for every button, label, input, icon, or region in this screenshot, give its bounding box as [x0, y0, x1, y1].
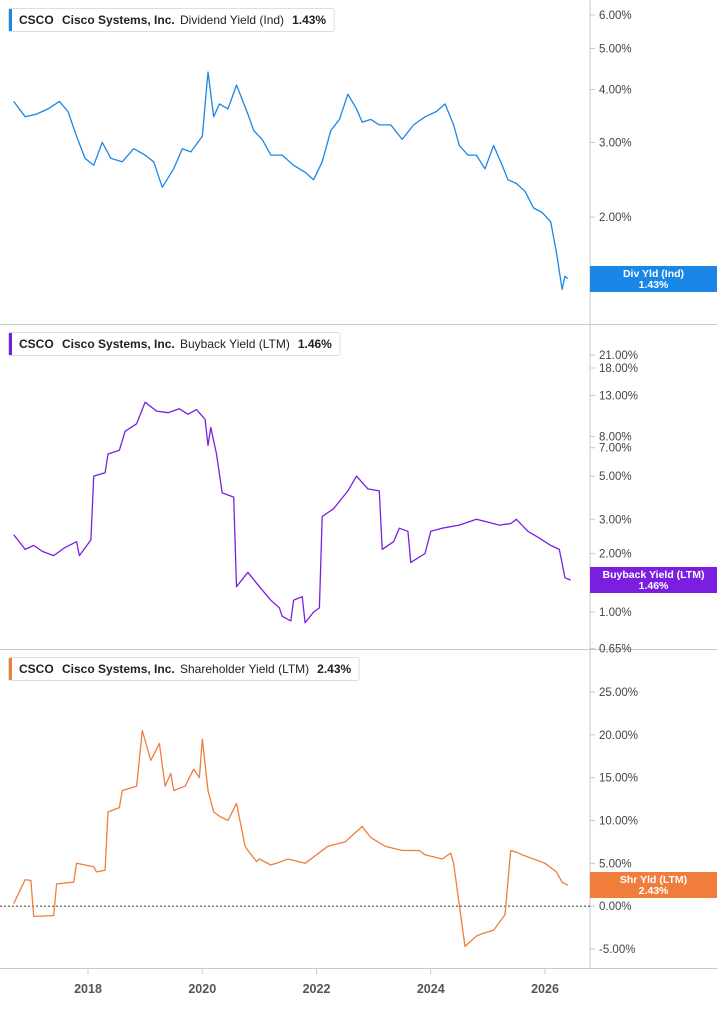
legend-value: 2.43%	[317, 662, 351, 676]
legend-metric: Buyback Yield (LTM)	[180, 337, 290, 351]
x-tick-label: 2026	[531, 982, 559, 996]
y-tick-label: 4.00%	[599, 85, 632, 97]
y-tick-label: 2.00%	[599, 212, 632, 224]
badge-value: 1.43%	[639, 279, 669, 291]
y-tick-label: 0.65%	[599, 643, 632, 655]
series-line-div	[14, 72, 568, 289]
y-tick-label: 13.00%	[599, 390, 638, 402]
y-tick-label: 6.00%	[599, 10, 632, 22]
badge-value: 2.43%	[639, 885, 669, 897]
series-line-shr	[14, 731, 568, 947]
badge-value: 1.46%	[639, 580, 669, 592]
x-tick-label: 2018	[74, 982, 102, 996]
y-tick-label: 25.00%	[599, 687, 638, 699]
y-tick-label: 20.00%	[599, 730, 638, 742]
panel-shr: 25.00% 20.00% 15.00% 10.00% 5.00% 0.00% -5.00%…	[0, 658, 717, 957]
legend-color-bar	[9, 333, 12, 355]
y-tick-label: 5.00%	[599, 44, 632, 56]
legend-value: 1.46%	[298, 337, 332, 351]
legend-ticker: CSCO	[19, 13, 54, 27]
y-tick-label: 7.00%	[599, 443, 632, 455]
y-tick-label: 0.00%	[599, 901, 632, 913]
panel-div: 6.00% 5.00% 4.00% 3.00% 2.00% CSCO Cisco Syste…	[9, 9, 717, 293]
y-tick-label: 1.00%	[599, 607, 632, 619]
x-tick-label: 2024	[417, 982, 445, 996]
y-tick-label: -5.00%	[599, 944, 635, 956]
legend-company: Cisco Systems, Inc.	[62, 662, 175, 676]
legend-company: Cisco Systems, Inc.	[62, 13, 175, 27]
legend-metric: Dividend Yield (Ind)	[180, 13, 284, 27]
y-tick-label: 5.00%	[599, 858, 632, 870]
y-tick-label: 5.00%	[599, 471, 632, 483]
y-tick-label: 3.00%	[599, 137, 632, 149]
y-tick-label: 10.00%	[599, 816, 638, 828]
legend-color-bar	[9, 658, 12, 680]
legend-ticker: CSCO	[19, 337, 54, 351]
y-tick-label: 8.00%	[599, 431, 632, 443]
series-line-buy	[14, 402, 571, 623]
legend-color-bar	[9, 9, 12, 31]
y-tick-label: 3.00%	[599, 514, 632, 526]
legend-ticker: CSCO	[19, 662, 54, 676]
y-tick-label: 15.00%	[599, 773, 638, 785]
y-tick-label: 2.00%	[599, 548, 632, 560]
panel-buy: 21.00%18.00% 13.00% 8.00%7.00% 5.00% 3.00% 2.…	[9, 333, 717, 656]
legend-value: 1.43%	[292, 13, 326, 27]
legend-company: Cisco Systems, Inc.	[62, 337, 175, 351]
legend-metric: Shareholder Yield (LTM)	[180, 662, 309, 676]
x-tick-label: 2020	[188, 982, 216, 996]
y-tick-label: 18.00%	[599, 363, 638, 375]
x-tick-label: 2022	[303, 982, 331, 996]
y-tick-label: 21.00%	[599, 350, 638, 362]
